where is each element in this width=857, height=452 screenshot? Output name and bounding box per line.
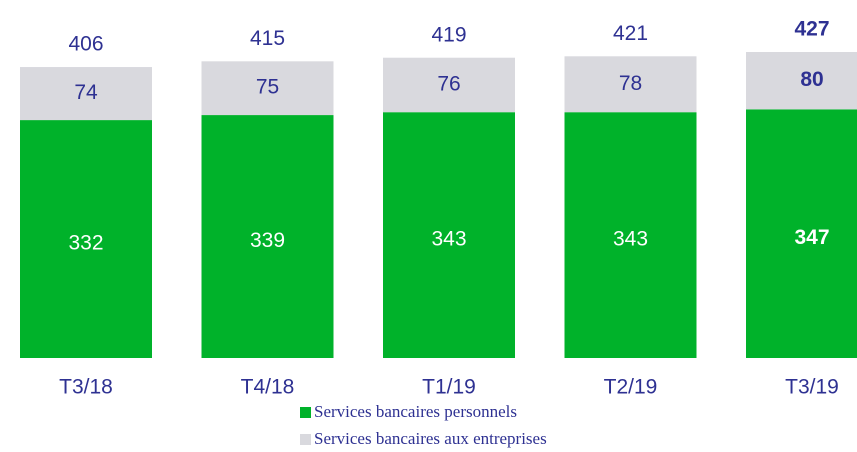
x-tick-label: T3/19 (785, 376, 839, 399)
legend-label: Services bancaires personnels (314, 402, 517, 421)
bar-segment (746, 52, 857, 110)
x-tick-label: T1/19 (422, 376, 476, 399)
x-tick-label: T3/18 (59, 376, 113, 399)
total-label: 419 (431, 23, 466, 46)
data-label: 75 (256, 76, 279, 99)
bar-segment (564, 112, 697, 359)
bar-segment (383, 112, 515, 359)
total-label: 415 (250, 27, 285, 50)
data-label: 332 (68, 232, 103, 255)
data-label: 80 (800, 68, 823, 91)
bar-segment (20, 120, 152, 359)
bar-segment (564, 56, 697, 113)
bar-segment (201, 115, 334, 358)
data-label: 343 (613, 228, 648, 251)
data-label: 74 (74, 81, 98, 104)
data-label: 343 (431, 228, 466, 251)
total-label: 406 (68, 33, 103, 56)
x-tick-label: T2/19 (604, 376, 658, 399)
bar-segment (746, 109, 857, 359)
data-label: 347 (794, 226, 829, 249)
legend-swatch (300, 434, 311, 445)
data-label: 339 (250, 229, 285, 252)
legend-label: Services bancaires aux entreprises (314, 429, 547, 448)
total-label: 427 (794, 18, 829, 41)
x-tick-label: T4/18 (241, 376, 295, 399)
bar-segment (383, 57, 515, 113)
legend-swatch (300, 407, 311, 418)
data-label: 78 (619, 72, 642, 95)
bar-segment (20, 67, 152, 121)
data-label: 76 (437, 73, 460, 96)
total-label: 421 (613, 22, 648, 45)
bar-segment (201, 61, 334, 116)
